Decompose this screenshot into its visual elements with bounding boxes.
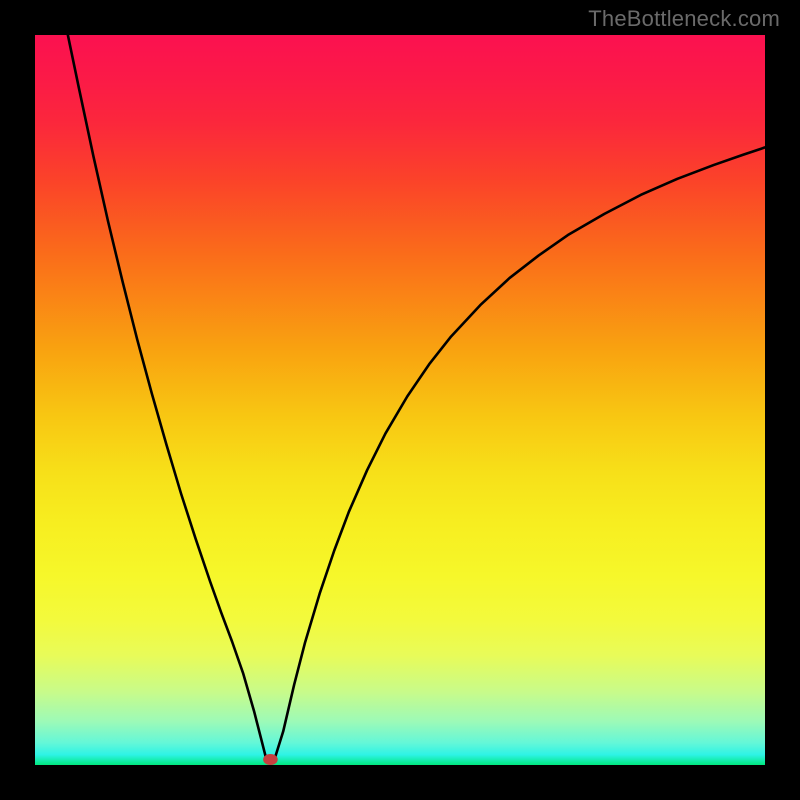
- chart-background: [35, 35, 765, 765]
- bottleneck-chart: [35, 35, 765, 765]
- optimal-marker: [263, 754, 278, 765]
- watermark-text: TheBottleneck.com: [588, 6, 780, 32]
- chart-frame: TheBottleneck.com: [0, 0, 800, 800]
